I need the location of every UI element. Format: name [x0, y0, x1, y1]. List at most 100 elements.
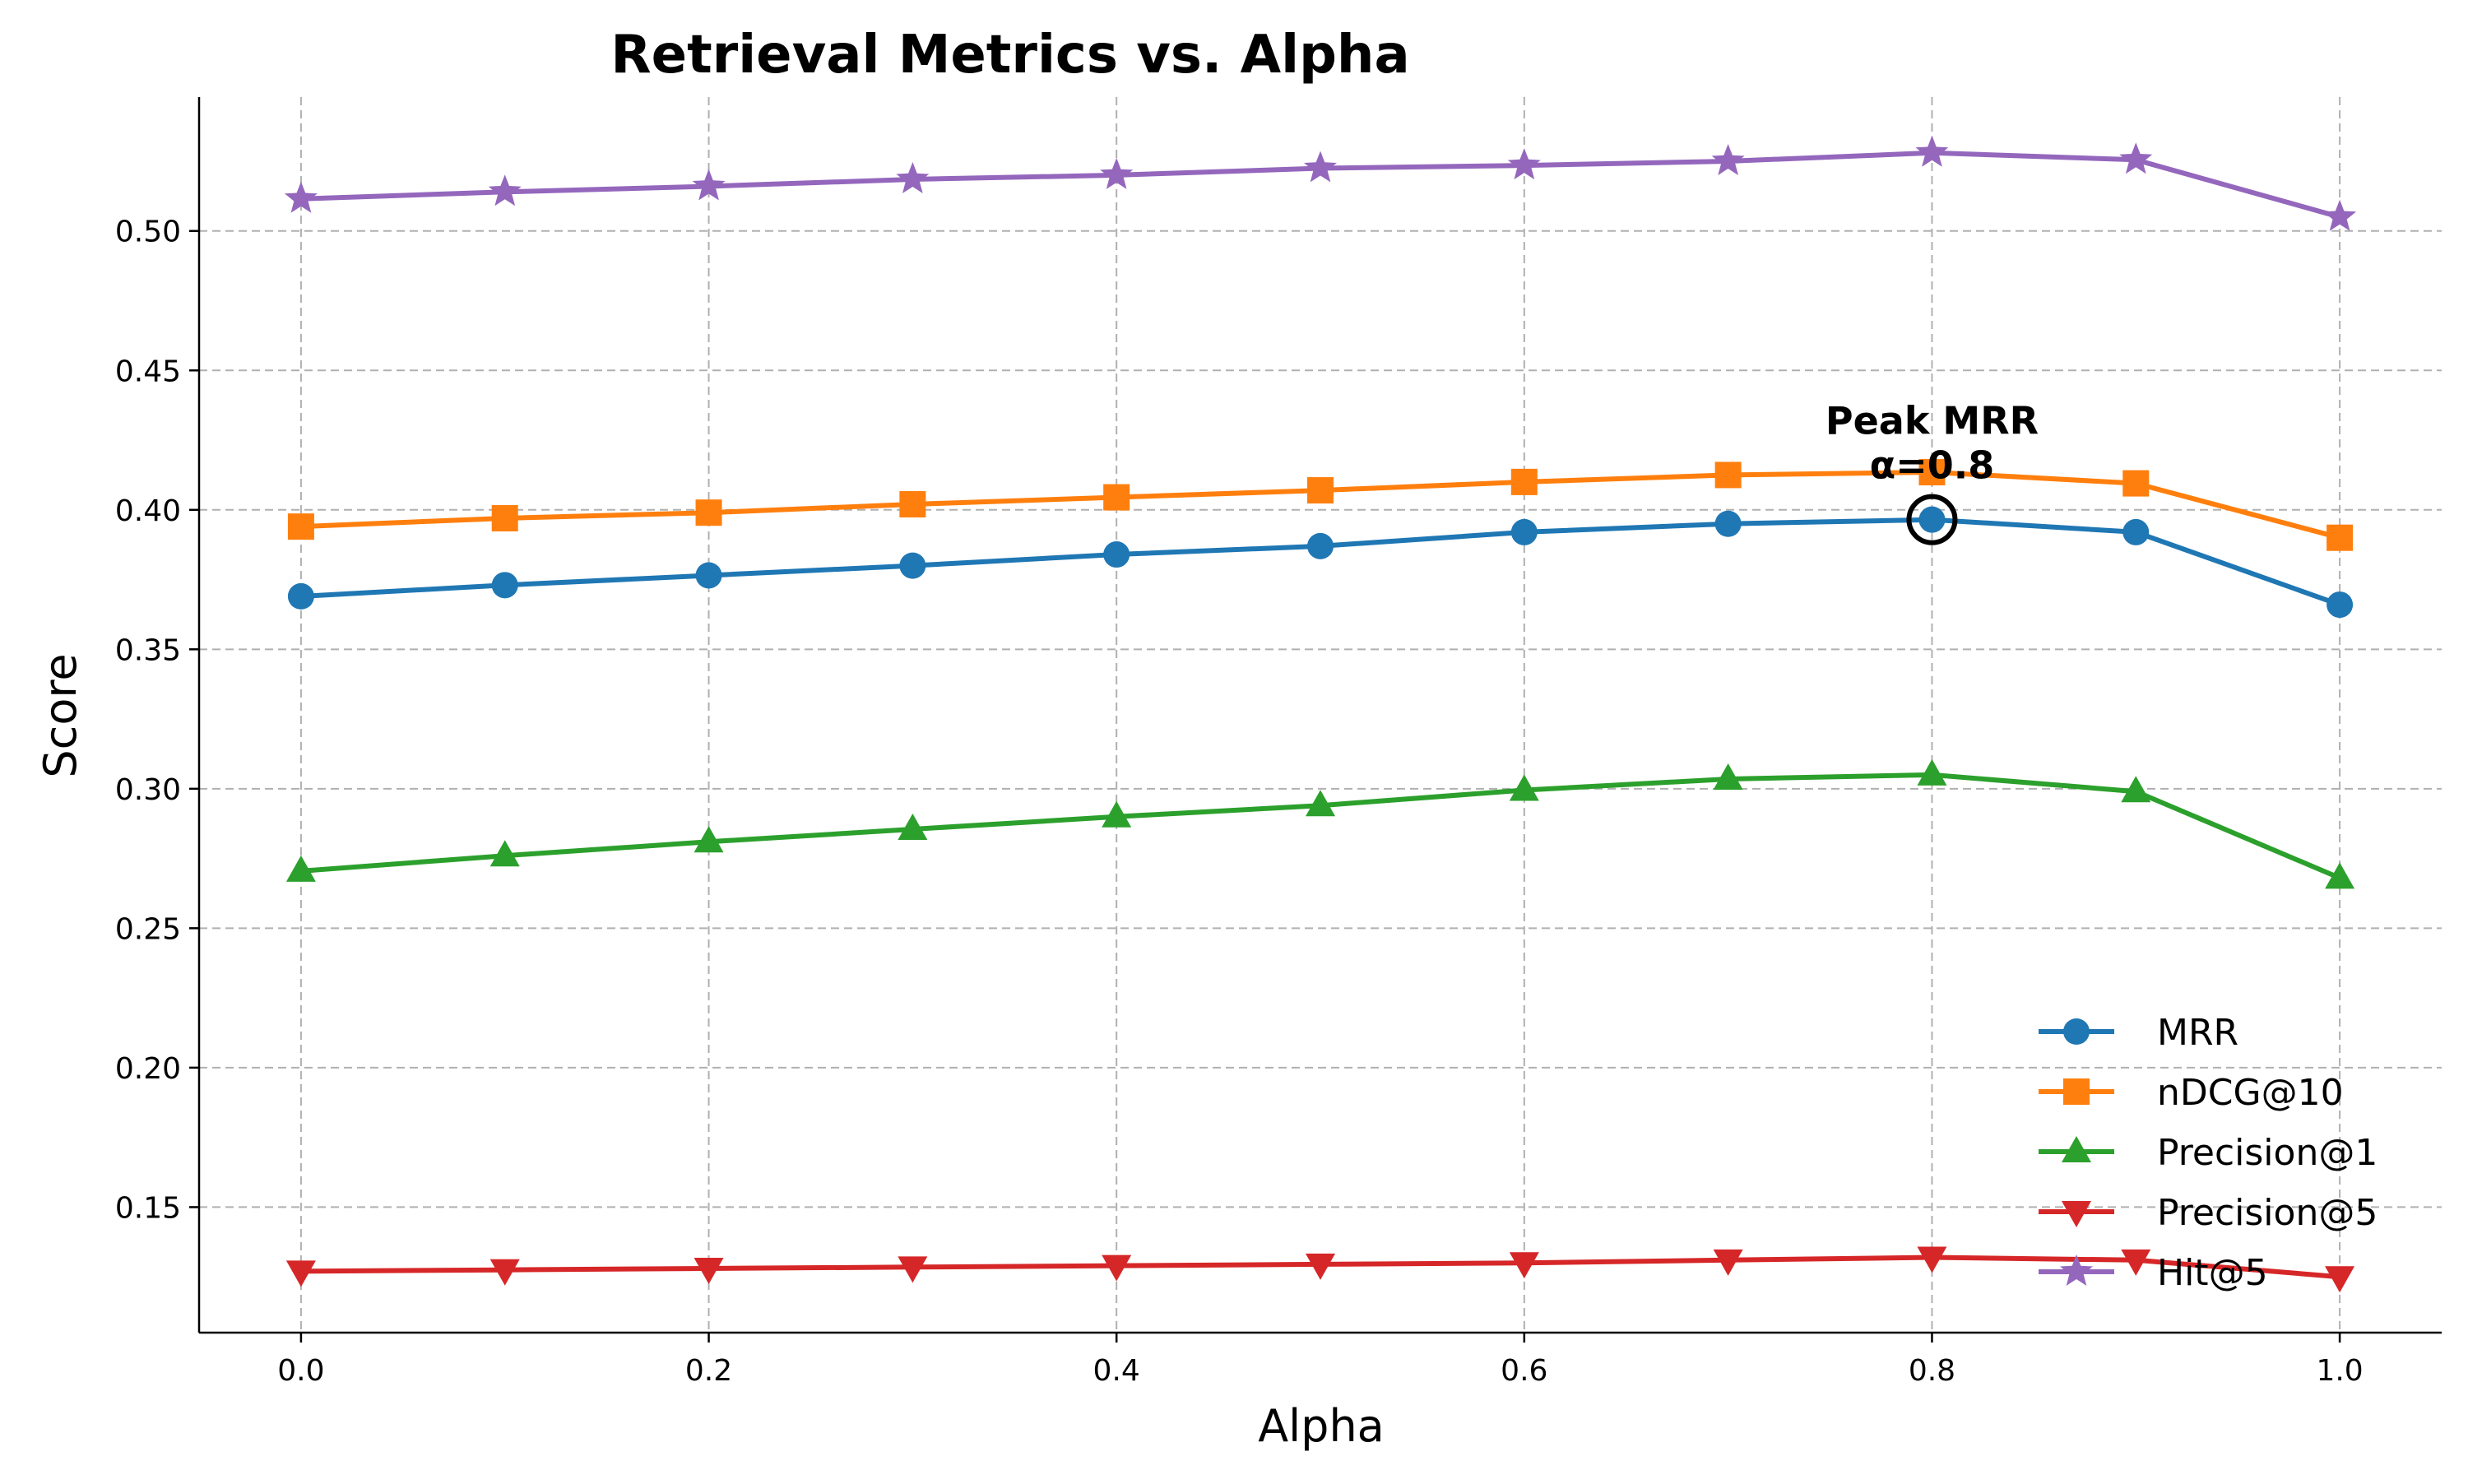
peak-highlight-circle: [1906, 494, 1958, 545]
legend-label: nDCG@10: [2157, 1072, 2344, 1114]
legend-label: Precision@5: [2157, 1192, 2378, 1234]
data-point-hit-5: [1100, 157, 1134, 189]
legend-label: Precision@1: [2157, 1132, 2378, 1174]
data-point-ndcg-10: [1714, 461, 1742, 489]
data-point-ndcg-10: [899, 491, 926, 518]
x-tick-label: 0.8: [1909, 1354, 1955, 1388]
legend-entry-precision-5: Precision@5: [2039, 1192, 2378, 1234]
data-point-precision-5: [694, 1258, 724, 1285]
data-point-precision-1: [489, 840, 520, 867]
annotation-line-2: α=0.8: [1870, 443, 1995, 488]
grid-lines: [199, 97, 2442, 1333]
data-point-ndcg-10: [1510, 468, 1538, 495]
y-axis-label: Score: [35, 653, 86, 777]
legend: MRR nDCG@10 Precision@1 Precision@5 Hit@5: [2039, 1012, 2378, 1294]
x-tick-label: 0.0: [277, 1354, 324, 1388]
legend-label: MRR: [2157, 1012, 2238, 1054]
data-point-ndcg-10: [287, 513, 314, 540]
series-hit-5: [284, 135, 2357, 231]
tick-labels: 0.0 0.2 0.4 0.6 0.8 1.0 0.15 0.20 0.25 0.30 0.35 0.…: [115, 216, 2364, 1388]
data-point-precision-5: [285, 1260, 316, 1287]
legend-entry-precision-1: Precision@1: [2039, 1132, 2378, 1174]
data-point-hit-5: [1304, 151, 1337, 183]
legend-marker: [2062, 1136, 2091, 1162]
x-tick-label: 0.2: [685, 1354, 732, 1388]
data-point-precision-5: [1713, 1249, 1743, 1276]
data-point-hit-5: [692, 169, 726, 201]
data-point-ndcg-10: [1103, 484, 1130, 511]
data-point-hit-5: [2119, 142, 2153, 174]
data-point-precision-5: [489, 1259, 520, 1286]
data-point-hit-5: [488, 174, 522, 206]
legend-entry-hit-5: Hit@5: [2039, 1252, 2268, 1294]
y-tick-label: 0.40: [115, 494, 181, 528]
legend-entry-mrr: MRR: [2039, 1012, 2238, 1054]
data-point-precision-1: [694, 826, 724, 853]
data-point-precision-5: [1306, 1253, 1335, 1280]
data-point-precision-1: [1713, 763, 1743, 790]
legend-marker: [2063, 1078, 2090, 1105]
legend-entry-ndcg-10: nDCG@10: [2039, 1072, 2344, 1114]
chart-title: Retrieval Metrics vs. Alpha: [610, 25, 1409, 86]
y-tick-label: 0.25: [115, 912, 181, 946]
series-line-mrr: [300, 517, 2341, 607]
legend-label: Hit@5: [2157, 1252, 2268, 1294]
y-tick-label: 0.15: [115, 1191, 181, 1225]
data-point-ndcg-10: [2327, 524, 2354, 551]
data-point-ndcg-10: [1307, 477, 1334, 504]
y-tick-label: 0.45: [115, 355, 181, 388]
data-point-precision-1: [2325, 862, 2355, 889]
data-point-precision-1: [285, 855, 316, 882]
data-point-hit-5: [896, 162, 930, 193]
data-point-precision-5: [2325, 1266, 2355, 1293]
series-mrr: [287, 506, 2354, 619]
data-point-hit-5: [1507, 148, 1541, 180]
x-axis-label: Alpha: [1258, 1400, 1385, 1452]
data-point-mrr: [2122, 518, 2150, 545]
data-point-hit-5: [284, 181, 318, 213]
legend-marker: [2062, 1201, 2091, 1227]
data-point-mrr: [1103, 541, 1130, 568]
annotation-line-1: Peak MRR: [1825, 399, 2039, 443]
data-point-mrr: [695, 562, 722, 589]
data-point-precision-1: [1509, 774, 1539, 801]
series-precision-1: [285, 758, 2355, 889]
data-point-precision-1: [1306, 790, 1335, 817]
data-point-mrr: [2327, 591, 2354, 619]
x-tick-label: 0.6: [1501, 1354, 1547, 1388]
series-ndcg-10: [287, 459, 2354, 551]
data-point-mrr: [1307, 532, 1334, 559]
series-precision-5: [285, 1246, 2355, 1293]
data-point-precision-1: [1102, 800, 1132, 828]
x-tick-label: 0.4: [1093, 1354, 1140, 1388]
data-point-precision-5: [2121, 1249, 2151, 1276]
axes: [197, 97, 2442, 1334]
data-point-mrr: [1510, 518, 1538, 545]
data-point-mrr: [1918, 506, 1946, 533]
y-tick-label: 0.30: [115, 773, 181, 807]
data-point-mrr: [899, 552, 926, 579]
data-point-precision-5: [898, 1256, 928, 1283]
data-point-precision-1: [2121, 776, 2151, 803]
data-point-hit-5: [1915, 135, 1949, 167]
data-point-ndcg-10: [1918, 459, 1946, 486]
data-point-precision-5: [1917, 1246, 1947, 1273]
data-point-mrr: [287, 582, 314, 610]
data-point-precision-5: [1509, 1252, 1539, 1279]
data-point-mrr: [491, 572, 518, 599]
data-point-ndcg-10: [2122, 470, 2150, 497]
data-point-precision-1: [1917, 758, 1947, 786]
data-point-precision-1: [898, 814, 928, 841]
data-point-precision-5: [1102, 1254, 1132, 1282]
data-series: [284, 135, 2357, 1293]
x-tick-label: 1.0: [2316, 1354, 2363, 1388]
data-point-mrr: [1714, 510, 1742, 537]
data-point-hit-5: [2323, 199, 2357, 231]
y-tick-label: 0.35: [115, 633, 181, 667]
y-tick-label: 0.20: [115, 1052, 181, 1086]
y-tick-label: 0.50: [115, 216, 181, 249]
legend-marker: [2063, 1018, 2090, 1045]
